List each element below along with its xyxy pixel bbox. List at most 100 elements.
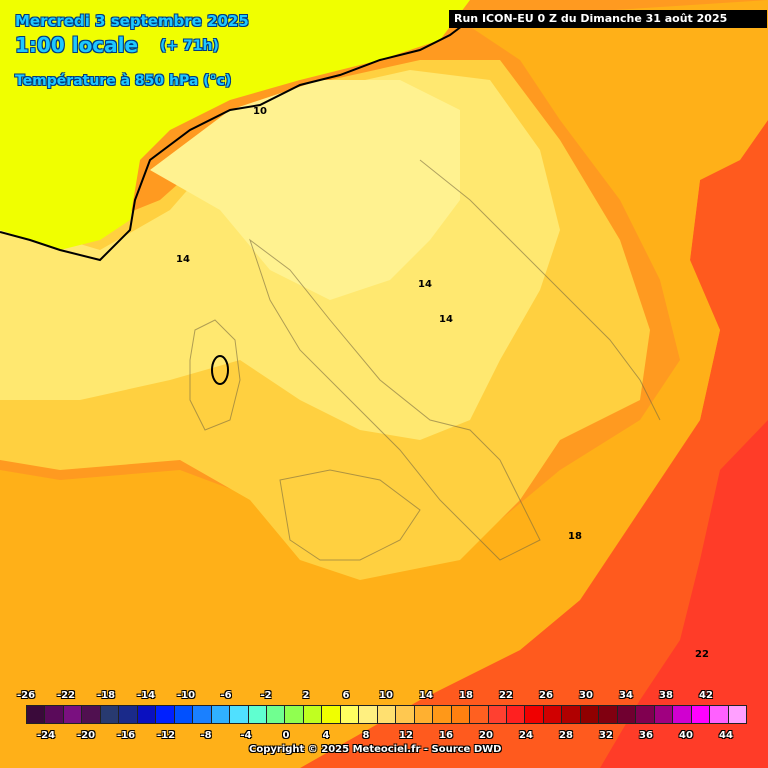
legend-tick-top: -26 (16, 690, 36, 701)
legend-swatch (284, 705, 304, 724)
contour-label: 18 (568, 531, 582, 542)
legend-swatch (524, 705, 544, 724)
legend-swatch (376, 705, 397, 724)
legend-swatch (469, 705, 489, 724)
parameter-label: Température à 850 hPa (°c) (15, 73, 232, 89)
legend-tick-top: 38 (659, 690, 673, 701)
legend-swatch (413, 705, 434, 724)
coastline-sicily (279, 469, 421, 561)
legend-tick-top: 22 (499, 690, 513, 701)
legend-tick-top: -2 (260, 690, 272, 701)
legend-swatch (450, 705, 471, 724)
legend-tick-top: -6 (220, 690, 232, 701)
legend-swatch (26, 705, 46, 724)
legend-tick-top: 26 (539, 690, 553, 701)
forecast-time: 1:00 locale (15, 33, 139, 57)
legend-tick-bottom: 44 (719, 730, 733, 741)
coastline-sardinia (189, 319, 241, 431)
run-info-bar: Run ICON-EU 0 Z du Dimanche 31 août 2025 (449, 10, 767, 28)
legend-tick-top: 34 (619, 690, 633, 701)
legend-tick-bottom: 40 (679, 730, 693, 741)
legend-swatch (266, 705, 286, 724)
legend-tick-top: 14 (419, 690, 433, 701)
legend-tick-bottom: -24 (36, 730, 56, 741)
legend-tick-top: 2 (302, 690, 310, 701)
legend-tick-top: 6 (342, 690, 350, 701)
legend-swatch (727, 705, 747, 724)
legend-swatch (99, 705, 120, 724)
legend-tick-bottom: 36 (639, 730, 653, 741)
legend-tick-bottom: 12 (399, 730, 413, 741)
legend-swatch (487, 705, 507, 724)
legend-tick-top: 18 (459, 690, 473, 701)
color-legend: -26 -22 -18 -14 -10 -6 -2 2 6 10 14 18 22 26 30 34 38 42-… (0, 688, 768, 768)
legend-swatch (395, 705, 415, 724)
legend-tick-top: 10 (379, 690, 393, 701)
forecast-date: Mercredi 3 septembre 2025 (15, 12, 249, 30)
legend-swatch (358, 705, 378, 724)
contour-12-island (211, 355, 229, 385)
legend-swatch (118, 705, 138, 724)
legend-swatch (136, 705, 157, 724)
legend-swatch (579, 705, 600, 724)
legend-tick-bottom: -20 (76, 730, 96, 741)
legend-tick-bottom: 24 (519, 730, 533, 741)
legend-swatch (653, 705, 674, 724)
legend-swatch (598, 705, 618, 724)
legend-tick-top: -18 (96, 690, 116, 701)
legend-tick-bottom: -12 (156, 730, 176, 741)
legend-tick-bottom: 8 (362, 730, 370, 741)
legend-tick-bottom: 4 (322, 730, 330, 741)
field-12-band (150, 80, 460, 300)
field-10-band (0, 0, 470, 250)
legend-tick-bottom: -4 (240, 730, 252, 741)
legend-swatch (506, 705, 526, 724)
contour-label: 10 (253, 106, 267, 117)
legend-tick-bottom: -16 (116, 730, 136, 741)
legend-swatch (635, 705, 655, 724)
legend-swatch (247, 705, 267, 724)
legend-swatch (672, 705, 692, 724)
legend-swatch (709, 705, 729, 724)
legend-tick-bottom: 32 (599, 730, 613, 741)
coastline-adriatic (419, 159, 661, 421)
legend-swatch (155, 705, 175, 724)
legend-swatch (616, 705, 637, 724)
legend-swatch (173, 705, 194, 724)
contour-label: 14 (176, 254, 190, 265)
legend-tick-top: 30 (579, 690, 593, 701)
contour-label: 14 (418, 279, 432, 290)
legend-swatch (302, 705, 323, 724)
legend-swatch (339, 705, 360, 724)
legend-tick-bottom: 16 (439, 730, 453, 741)
legend-swatch (432, 705, 452, 724)
legend-swatch (210, 705, 231, 724)
contour-10 (0, 19, 471, 262)
legend-swatch (561, 705, 581, 724)
field-24-band (600, 420, 768, 768)
legend-swatch (44, 705, 64, 724)
legend-tick-top: -14 (136, 690, 156, 701)
contour-label: 14 (439, 314, 453, 325)
legend-swatch (542, 705, 563, 724)
legend-tick-bottom: 20 (479, 730, 493, 741)
forecast-offset: (+ 71h) (160, 38, 219, 54)
copyright-text: Copyright © 2025 Meteociel.fr - Source D… (249, 744, 502, 755)
legend-swatch (192, 705, 212, 724)
legend-tick-bottom: 28 (559, 730, 573, 741)
field-22-band (300, 120, 768, 768)
legend-tick-top: -22 (56, 690, 76, 701)
legend-swatch (81, 705, 101, 724)
legend-swatch (321, 705, 341, 724)
contour-label: 22 (695, 649, 709, 660)
legend-tick-top: -10 (176, 690, 196, 701)
legend-swatch (62, 705, 83, 724)
legend-tick-bottom: 0 (282, 730, 290, 741)
coastline-italy (249, 238, 541, 561)
legend-tick-top: 42 (699, 690, 713, 701)
legend-swatch (690, 705, 711, 724)
legend-swatch (229, 705, 249, 724)
legend-tick-bottom: -8 (200, 730, 212, 741)
